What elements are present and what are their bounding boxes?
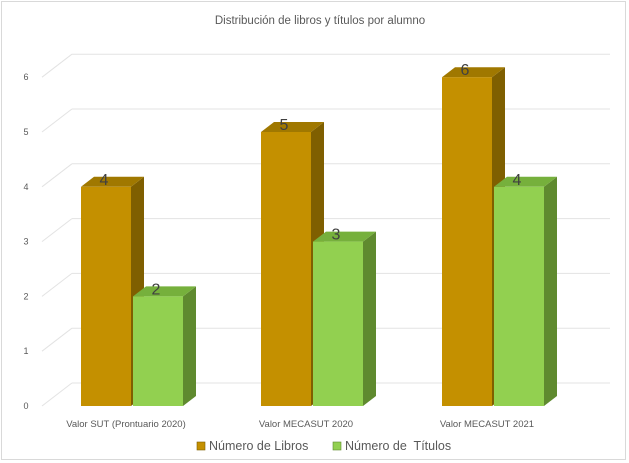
x-tick-label-0: Valor SUT (Prontuario 2020) [66,419,186,430]
bar-side-1-0 [183,286,196,406]
bar-front-0-1 [261,132,311,406]
y-tick-label-5: 5 [23,127,28,137]
y-axis: 0 1 2 3 4 5 6 [23,72,28,411]
bars [81,67,557,406]
bar-side-1-1 [363,231,376,406]
y-tick-label-4: 4 [23,182,28,192]
bar-0-0 [81,176,144,406]
bar-top-0-1 [261,122,324,132]
bar-top-0-0 [81,176,144,187]
bar-side-1-2 [544,176,557,406]
data-label-0-0: 4 [100,172,109,189]
bar-1-0 [133,286,196,406]
bar-front-0-0 [81,186,131,406]
bar-top-1-1 [313,231,376,242]
gridline-slant-1 [41,327,73,352]
bar-front-1-0 [133,296,183,406]
chart-title: Distribución de libros y títulos por alu… [215,15,425,27]
gridline-slant-3 [41,218,73,242]
bar-front-1-2 [494,186,544,406]
bar-top-1-0 [133,286,196,297]
bar-1-1 [313,231,376,406]
data-label-0-2: 6 [461,62,470,79]
legend-swatch-0 [196,441,206,451]
y-tick-label-0: 0 [23,401,28,411]
legend-label-0: Número de Libros [209,439,308,453]
legend-item-0: Número de Libros [196,439,308,453]
x-tick-label-1: Valor MECASUT 2020 [259,419,353,430]
legend: Número de Libros Número de Títulos [196,439,451,453]
gridline-slant-0 [41,382,73,407]
y-tick-label-6: 6 [23,72,28,82]
gridline-slant-2 [41,273,73,297]
gridline-slant-5 [41,108,73,133]
data-label-0-1: 5 [280,117,289,134]
data-label-1-2: 4 [513,172,522,189]
y-tick-label-1: 1 [23,346,28,356]
x-tick-label-2: Valor MECASUT 2021 [440,419,534,430]
bar-0-2 [442,67,505,406]
legend-item-1: Número de Títulos [332,439,451,453]
legend-label-1: Número de Títulos [345,439,451,453]
bar-front-1-1 [313,241,363,406]
y-tick-label-2: 2 [23,291,28,301]
data-label-1-0: 2 [152,281,161,298]
data-label-1-1: 3 [332,227,341,244]
gridline-slant-4 [41,163,73,188]
y-tick-label-3: 3 [23,237,28,247]
x-axis: Valor SUT (Prontuario 2020) Valor MECASUT… [66,419,534,430]
gridline-slant-6 [41,53,73,78]
bar-top-0-2 [442,67,505,78]
legend-swatch-1 [332,441,342,451]
bar-front-0-2 [442,77,492,406]
data-labels: 4 2 5 3 6 4 [100,62,522,298]
bar-1-2 [494,176,557,406]
bar-top-1-2 [494,176,557,187]
